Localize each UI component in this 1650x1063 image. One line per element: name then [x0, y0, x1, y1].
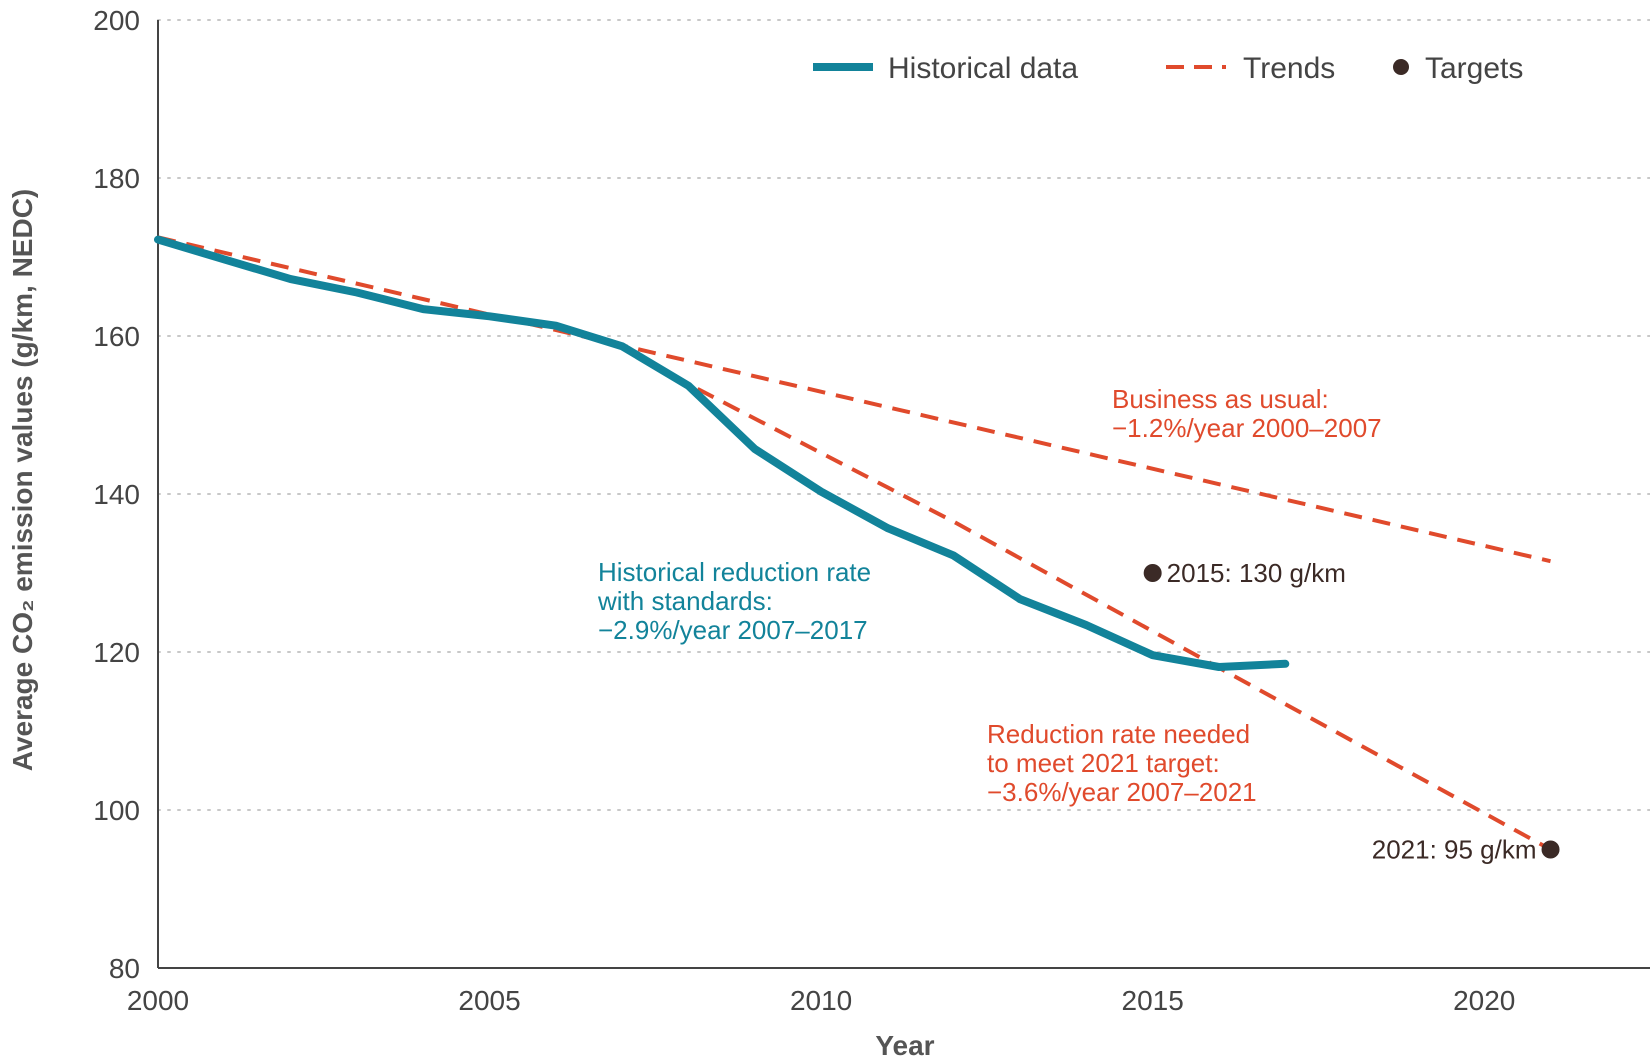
x-tick-label: 2015	[1122, 985, 1184, 1016]
y-tick-label: 180	[93, 163, 140, 194]
annotation-historical-line-1: Historical reduction rate	[598, 557, 871, 587]
annotation-historical-line-3: −2.9%/year 2007–2017	[598, 615, 868, 645]
annotation-bau-line-2: −1.2%/year 2000–2007	[1112, 413, 1382, 443]
axes	[157, 20, 1650, 969]
legend-targets-label: Targets	[1425, 52, 1523, 85]
legend: Historical data Trends Targets	[813, 52, 1523, 85]
legend-historical-label: Historical data	[888, 52, 1078, 85]
target-point-2021	[1541, 840, 1560, 859]
y-tick-label: 80	[109, 953, 140, 984]
legend-targets-swatch	[1393, 59, 1409, 75]
x-tick-labels: 2000 2005 2010 2015 2020	[127, 985, 1516, 1016]
y-axis-title: Average CO₂ emission values (g/km, NEDC)	[7, 189, 38, 771]
y-tick-label: 200	[93, 5, 140, 36]
annotation-needed-line-2: to meet 2021 target:	[987, 748, 1220, 778]
historical-data-line	[154, 235, 1290, 671]
x-axis-title: Year	[875, 1030, 934, 1061]
y-tick-label: 160	[93, 321, 140, 352]
y-tick-labels: 80 100 120 140 160 180 200	[93, 5, 140, 984]
annotation-needed-line-3: −3.6%/year 2007–2021	[987, 777, 1257, 807]
target-label-2021: 2021: 95 g/km	[1372, 835, 1537, 865]
target-label-2015: 2015: 130 g/km	[1167, 558, 1346, 588]
annotation-historical-line-2: with standards:	[597, 586, 773, 616]
y-tick-label: 120	[93, 637, 140, 668]
x-tick-label: 2000	[127, 985, 189, 1016]
target-point-2015	[1143, 564, 1162, 582]
series	[154, 235, 1552, 852]
targets: 2015: 130 g/km 2021: 95 g/km	[1143, 558, 1560, 865]
annotation-business-as-usual: Business as usual: −1.2%/year 2000–2007	[1112, 384, 1382, 443]
x-tick-label: 2010	[790, 985, 852, 1016]
x-tick-label: 2005	[458, 985, 520, 1016]
annotation-needed-line-1: Reduction rate needed	[987, 719, 1250, 749]
annotation-historical-rate: Historical reduction rate with standards…	[597, 557, 871, 645]
gridlines	[157, 19, 1650, 811]
annotation-needed-rate: Reduction rate needed to meet 2021 targe…	[987, 719, 1257, 807]
x-tick-label: 2020	[1453, 985, 1515, 1016]
annotation-bau-line-1: Business as usual:	[1112, 384, 1329, 414]
legend-trends-label: Trends	[1243, 52, 1335, 85]
y-tick-label: 100	[93, 795, 140, 826]
y-tick-label: 140	[93, 479, 140, 510]
